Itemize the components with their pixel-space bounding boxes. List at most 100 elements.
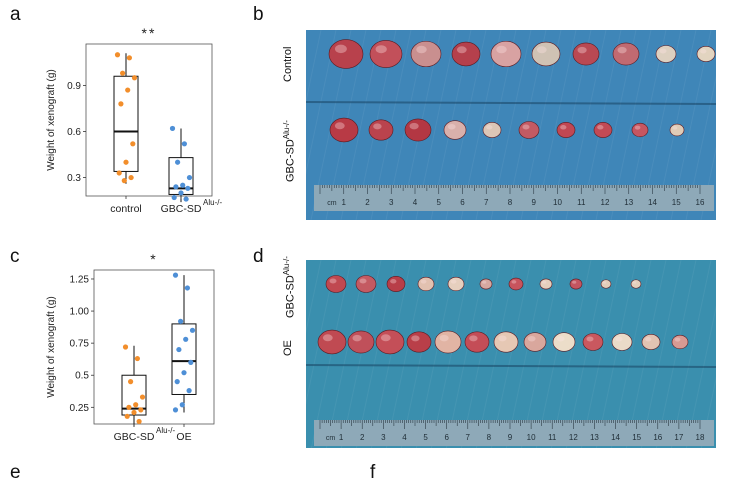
row-label-gbc-sd-d-sup: Alu-/- bbox=[282, 256, 291, 276]
tumor-specimen bbox=[518, 121, 540, 139]
ruler bbox=[314, 185, 714, 211]
data-point bbox=[180, 182, 186, 188]
ruler-number: 1 bbox=[342, 198, 347, 207]
tumor-specimen bbox=[325, 275, 347, 293]
tumor-highlight bbox=[486, 125, 493, 130]
ruler-number: 6 bbox=[460, 198, 465, 207]
ruler-number: 6 bbox=[444, 433, 449, 442]
ruler-number: 3 bbox=[389, 198, 394, 207]
ruler-number: 7 bbox=[484, 198, 489, 207]
tumor-specimen bbox=[410, 40, 442, 68]
tumor-highlight bbox=[456, 46, 467, 54]
data-point bbox=[183, 336, 189, 342]
ruler-number: 15 bbox=[672, 198, 681, 207]
tumor-specimen bbox=[641, 334, 661, 350]
row-label-oe: OE bbox=[282, 340, 294, 356]
tumor-specimen bbox=[328, 39, 364, 69]
texture-line bbox=[535, 260, 577, 448]
x-tick-label: GBC-SD bbox=[114, 431, 155, 443]
row-label-control: Control bbox=[282, 46, 294, 82]
ruler-number: 18 bbox=[696, 433, 705, 442]
ruler-unit: cm bbox=[327, 200, 337, 207]
significance-label: * bbox=[150, 251, 157, 267]
plot-frame bbox=[93, 269, 215, 425]
tumor-highlight bbox=[634, 125, 641, 130]
texture-line bbox=[306, 260, 337, 405]
x-tick-label-superscript: Alu-/- bbox=[203, 198, 222, 207]
texture-line bbox=[355, 260, 397, 448]
tumor-specimen bbox=[582, 333, 604, 351]
y-tick-label: 1.25 bbox=[70, 274, 90, 285]
tumor-specimen bbox=[611, 333, 633, 351]
data-point bbox=[176, 346, 182, 353]
tumor-specimen bbox=[368, 119, 394, 141]
texture-line bbox=[565, 260, 607, 448]
texture-line bbox=[610, 260, 652, 448]
data-point bbox=[118, 101, 124, 107]
tumor-specimen bbox=[523, 332, 547, 352]
ruler-number: 4 bbox=[402, 433, 407, 442]
box bbox=[171, 323, 197, 395]
tumor-specimen bbox=[482, 122, 502, 138]
tumor-highlight bbox=[409, 122, 419, 130]
ruler-number: 9 bbox=[508, 433, 513, 442]
tumor-specimen bbox=[669, 123, 685, 137]
ruler-number: 2 bbox=[365, 198, 370, 207]
tumor-highlight bbox=[522, 124, 530, 130]
tumor-highlight bbox=[334, 122, 345, 130]
tumor-highlight bbox=[329, 278, 337, 284]
data-point bbox=[183, 196, 189, 202]
texture-line bbox=[490, 260, 532, 448]
texture-line bbox=[475, 260, 517, 448]
data-point bbox=[121, 178, 127, 184]
ruler-unit: cm bbox=[326, 435, 336, 442]
data-point bbox=[178, 190, 184, 196]
data-point bbox=[186, 174, 193, 181]
tumor-specimen bbox=[490, 40, 522, 68]
tumor-specimen bbox=[556, 122, 576, 138]
texture-line bbox=[370, 260, 412, 448]
tumor-highlight bbox=[322, 334, 333, 342]
texture-line bbox=[670, 260, 712, 448]
tumor-highlight bbox=[375, 45, 387, 54]
panel-letter-e: e bbox=[10, 462, 21, 483]
data-point bbox=[181, 370, 187, 376]
row-label-gbc-sd-d-main: GBC-SD bbox=[284, 275, 297, 318]
box bbox=[113, 75, 139, 172]
tumor-specimen bbox=[443, 120, 467, 140]
texture-line bbox=[310, 260, 352, 448]
tumor-highlight bbox=[420, 279, 427, 284]
texture-line bbox=[415, 260, 457, 448]
tumor-specimen bbox=[539, 278, 553, 290]
tumor-highlight bbox=[380, 334, 391, 342]
tumor-specimen bbox=[600, 279, 612, 289]
tumor-highlight bbox=[586, 336, 594, 342]
significance-label: ** bbox=[142, 25, 157, 41]
tumor-specimen bbox=[671, 334, 689, 350]
ruler-number: 5 bbox=[437, 198, 442, 207]
data-point bbox=[178, 318, 184, 324]
tumor-specimen bbox=[569, 278, 583, 290]
data-point bbox=[131, 409, 137, 416]
tumor-highlight bbox=[577, 46, 587, 54]
tumor-highlight bbox=[597, 125, 604, 130]
data-point bbox=[122, 344, 129, 350]
data-point bbox=[181, 141, 187, 147]
data-point bbox=[128, 379, 134, 385]
texture-line bbox=[505, 260, 547, 448]
texture-line bbox=[595, 260, 637, 448]
x-tick-label: GBC-SD bbox=[161, 203, 202, 215]
xenograft-photo-b: 1 2 3 4 5 6 7 8 9 10 11 12 13 14 15 16 cm bbox=[306, 30, 716, 220]
y-tick-label: 0.5 bbox=[75, 371, 89, 382]
tumor-highlight bbox=[572, 280, 577, 284]
tumor-highlight bbox=[645, 337, 652, 342]
tumor-highlight bbox=[632, 281, 637, 284]
data-point bbox=[120, 70, 126, 76]
tumor-highlight bbox=[450, 279, 457, 284]
texture-line bbox=[325, 260, 367, 448]
data-point bbox=[172, 407, 179, 413]
data-point bbox=[114, 52, 121, 58]
panel-letter-b: b bbox=[253, 4, 264, 25]
panel-letter-f: f bbox=[370, 462, 376, 483]
sheet-divider bbox=[306, 101, 716, 105]
